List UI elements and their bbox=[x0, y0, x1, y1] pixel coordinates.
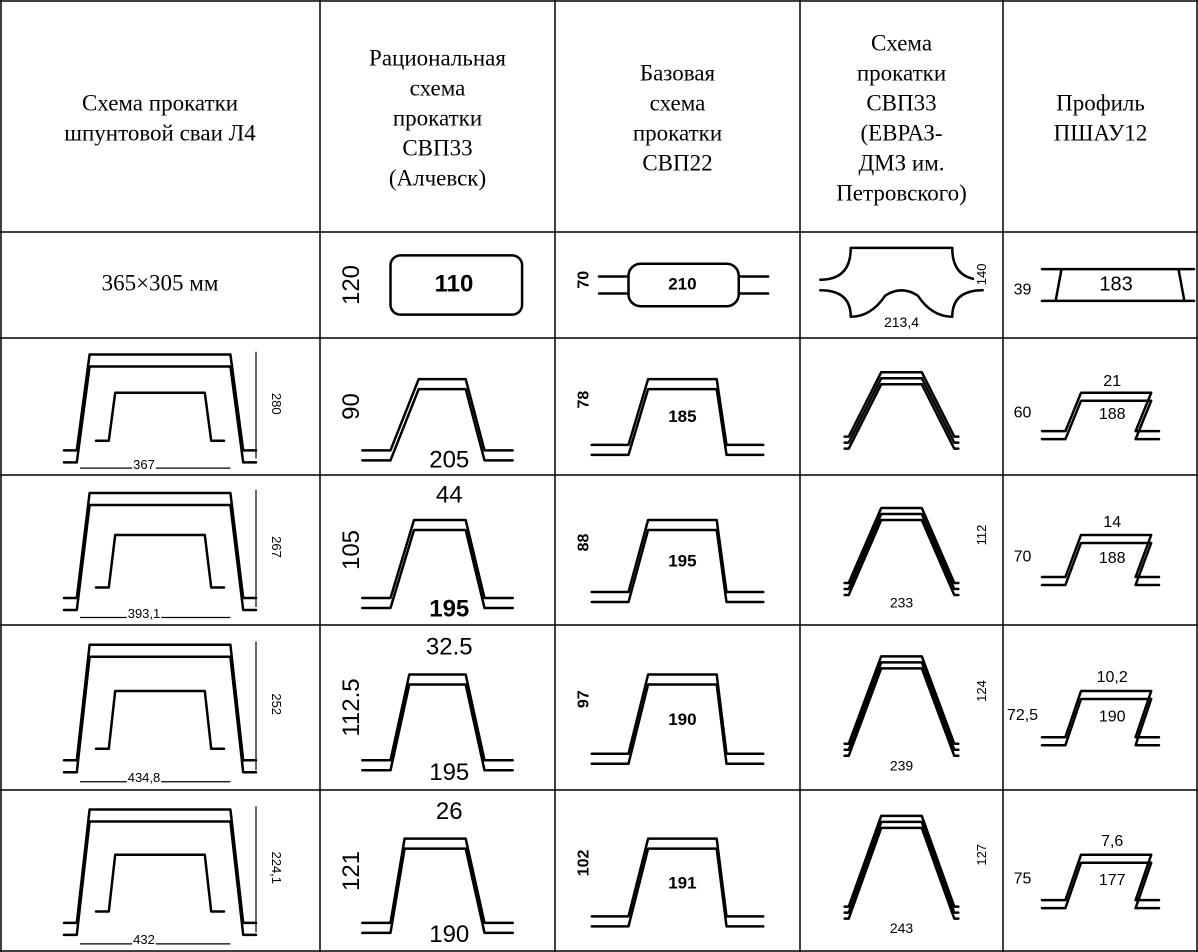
header-text: Базовая bbox=[640, 60, 716, 85]
profile-outline bbox=[96, 855, 224, 912]
dimension-label: 267 bbox=[269, 536, 284, 558]
dimension-label: 224,1 bbox=[269, 851, 284, 884]
cell-text: 365×305 мм bbox=[102, 270, 219, 295]
dimension-label: 88 bbox=[576, 534, 593, 552]
dimension-label: 190 bbox=[668, 710, 696, 729]
dimension-label: 26 bbox=[436, 798, 463, 825]
profile-outline bbox=[362, 685, 512, 771]
dimension-label: 188 bbox=[1099, 550, 1126, 567]
dimension-label: 280 bbox=[269, 393, 284, 415]
table: Схема прокатки шпунтовой сваи Л4 Рациональ… bbox=[0, 0, 1198, 952]
dimension-label: 97 bbox=[576, 690, 593, 708]
dimension-label: 190 bbox=[1099, 709, 1126, 726]
dimension-label: 210 bbox=[668, 274, 696, 293]
profile-outline bbox=[845, 372, 959, 436]
dimension-label: 112.5 bbox=[338, 678, 365, 736]
dimension-label: 190 bbox=[429, 921, 469, 948]
dimension-label: 185 bbox=[668, 407, 696, 426]
dimension-label: 252 bbox=[269, 693, 284, 715]
dimension-label: 195 bbox=[429, 595, 469, 622]
header-text: прокатки bbox=[633, 120, 722, 145]
dimension-label: 32.5 bbox=[426, 633, 473, 660]
dimension-label: 70 bbox=[576, 271, 593, 289]
dimension-label: 70 bbox=[1014, 549, 1032, 566]
header-text: Петровского) bbox=[836, 180, 967, 205]
header-text: прокатки bbox=[393, 105, 482, 130]
dimension-label: 195 bbox=[429, 759, 469, 786]
dimension-label: 60 bbox=[1014, 405, 1032, 422]
header-text: прокатки bbox=[857, 60, 946, 85]
profile-outline bbox=[362, 675, 512, 761]
dimension-label: 112 bbox=[974, 525, 989, 546]
profile-outline bbox=[64, 493, 256, 598]
dimension-label: 72,5 bbox=[1007, 707, 1038, 724]
dimension-label: 7,6 bbox=[1101, 833, 1123, 850]
dimension-line bbox=[80, 642, 256, 782]
dimension-line bbox=[80, 490, 256, 618]
header-text: ДМЗ им. bbox=[858, 150, 944, 175]
dimension-label: 177 bbox=[1099, 872, 1126, 889]
profile-outline bbox=[64, 645, 256, 761]
dimension-label: 120 bbox=[338, 265, 365, 305]
profile-outline bbox=[64, 821, 256, 934]
dimension-label: 239 bbox=[890, 758, 914, 774]
profile-outline bbox=[64, 354, 256, 450]
profile-outline bbox=[64, 366, 256, 462]
dimension-label: 188 bbox=[1099, 406, 1126, 423]
dimension-label: 434,8 bbox=[128, 770, 161, 785]
header-text: шпунтовой сваи Л4 bbox=[64, 120, 256, 145]
profile-outline bbox=[64, 809, 256, 922]
profile-outline bbox=[845, 816, 959, 907]
dimension-label: 183 bbox=[1099, 273, 1132, 295]
profile-outline bbox=[820, 248, 982, 317]
dimension-label: 21 bbox=[1103, 373, 1121, 390]
profile-outline bbox=[362, 839, 512, 923]
profile-outline bbox=[64, 505, 256, 610]
header-text: Профиль bbox=[1056, 90, 1145, 115]
profile-outline bbox=[362, 520, 512, 598]
header-text: Рациональная bbox=[369, 45, 506, 70]
dimension-label: 205 bbox=[429, 447, 469, 474]
header-text: (Алчевск) bbox=[389, 165, 486, 190]
dimension-label: 233 bbox=[890, 595, 914, 611]
dimension-label: 191 bbox=[668, 873, 696, 892]
dimension-label: 75 bbox=[1014, 870, 1032, 887]
dimension-label: 243 bbox=[890, 920, 914, 936]
dimension-label: 14 bbox=[1103, 514, 1121, 531]
dimension-label: 393,1 bbox=[128, 606, 161, 621]
header-text: СВП33 bbox=[402, 135, 472, 160]
dimension-label: 39 bbox=[1014, 282, 1032, 299]
dimension-label: 140 bbox=[974, 264, 989, 286]
dimension-label: 90 bbox=[338, 393, 365, 420]
dimension-label: 367 bbox=[133, 457, 155, 472]
header-text: СВП33 bbox=[866, 90, 936, 115]
header-text: схема bbox=[650, 90, 706, 115]
header-text: Схема прокатки bbox=[82, 90, 238, 115]
dimension-label: 127 bbox=[974, 844, 989, 866]
dimension-label: 10,2 bbox=[1097, 669, 1128, 686]
profile-outline bbox=[96, 691, 224, 749]
header-text: (ЕВРАЗ- bbox=[860, 120, 942, 145]
header-text: Схема bbox=[871, 30, 932, 55]
profile-outline bbox=[64, 657, 256, 773]
dimension-label: 432 bbox=[133, 932, 155, 947]
dimension-label: 105 bbox=[338, 530, 365, 570]
header-text: ПШАУ12 bbox=[1054, 120, 1148, 145]
profile-outline bbox=[96, 535, 224, 588]
dimension-line bbox=[80, 806, 256, 944]
header-text: схема bbox=[410, 75, 466, 100]
dimension-label: 213,4 bbox=[884, 314, 919, 330]
dimension-label: 121 bbox=[338, 851, 365, 891]
dimension-label: 102 bbox=[576, 849, 593, 876]
dimension-label: 110 bbox=[435, 270, 474, 297]
profile-outline bbox=[96, 393, 224, 441]
dimension-label: 195 bbox=[668, 551, 696, 570]
dimension-label: 124 bbox=[974, 680, 989, 702]
header-text: СВП22 bbox=[642, 150, 712, 175]
dimension-label: 78 bbox=[576, 391, 593, 409]
dimension-label: 44 bbox=[436, 481, 463, 508]
